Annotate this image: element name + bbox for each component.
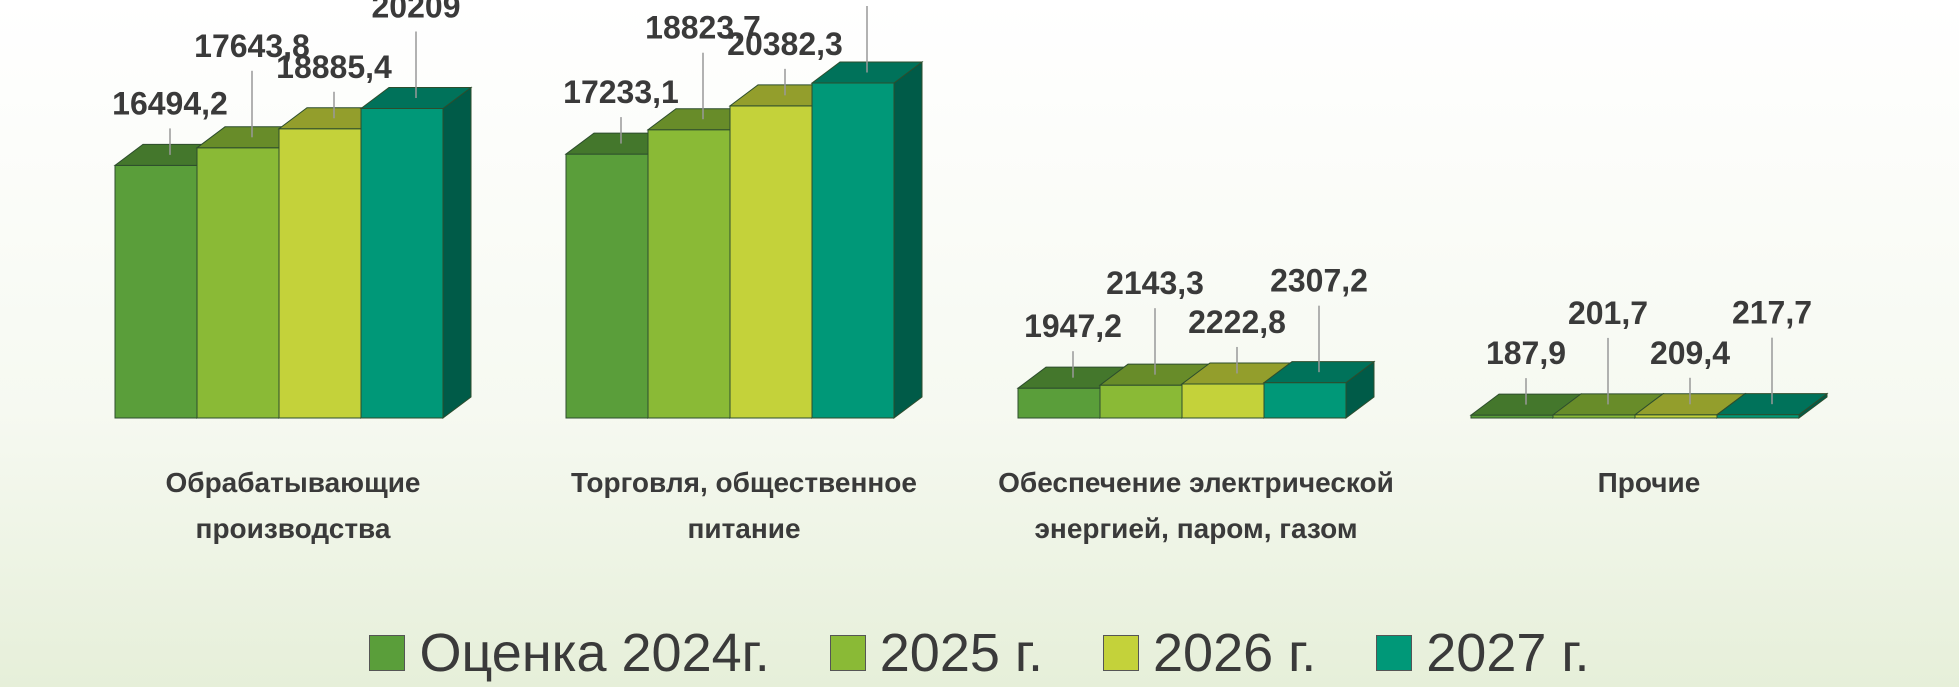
legend-swatch [1103, 635, 1139, 671]
value-label: 217,7 [1732, 295, 1812, 331]
bar-front [811, 82, 895, 419]
category-label: Прочие [1597, 467, 1701, 498]
bar-front [196, 147, 280, 419]
bar [810, 61, 924, 419]
legend-swatch [1376, 635, 1413, 671]
bar-front [1181, 383, 1265, 419]
value-label: 20209 [372, 0, 461, 25]
value-label: 16494,2 [112, 85, 228, 121]
legend-item: 2027 г. [1376, 622, 1590, 684]
value-label: 20382,3 [727, 26, 843, 62]
category-label: Обрабатывающие производства [165, 467, 421, 544]
legend-item: Оценка 2024г. [369, 622, 770, 684]
category-label: Обеспечение электрической энергией, паро… [998, 467, 1394, 544]
legend: Оценка 2024г. 2025 г. 2026 г. 2027 г. [0, 622, 1959, 684]
bar-front [360, 108, 444, 419]
legend-item: 2026 г. [1103, 622, 1316, 684]
value-label: 18885,4 [276, 49, 392, 85]
value-label: 1947,2 [1024, 308, 1122, 344]
legend-label: 2025 г. [879, 623, 1043, 683]
bar [1262, 360, 1376, 419]
bar-front [1099, 384, 1183, 419]
legend-item: 2025 г. [829, 622, 1043, 684]
value-label: 209,4 [1650, 335, 1730, 371]
legend-label: Оценка 2024г. [419, 623, 770, 683]
value-label: 187,9 [1486, 335, 1566, 371]
value-label: 2222,8 [1188, 304, 1286, 340]
bar [359, 86, 473, 419]
bar-front [1263, 382, 1347, 419]
bar [1715, 392, 1829, 419]
legend-label: 2026 г. [1153, 623, 1317, 683]
value-label: 2143,3 [1106, 265, 1204, 301]
bar-side [893, 61, 923, 419]
bar-side [442, 86, 472, 419]
category-label: Торговля, общественное питание [571, 467, 917, 544]
bar-front [278, 128, 362, 419]
legend-swatch [829, 635, 866, 671]
bar-front [114, 164, 198, 419]
bar-front [1716, 414, 1800, 419]
legend-label: 2027 г. [1426, 623, 1590, 683]
legend-swatch [369, 635, 406, 671]
bar-front [1017, 387, 1101, 419]
value-label: 17643,8 [194, 28, 310, 64]
value-label: 201,7 [1568, 295, 1648, 331]
value-label: 17233,1 [563, 74, 679, 110]
value-label: 2307,2 [1270, 263, 1368, 299]
bar-front [647, 129, 731, 419]
bar-front [729, 105, 813, 419]
bar-front [565, 153, 649, 419]
value-label: 18823,7 [645, 10, 761, 46]
